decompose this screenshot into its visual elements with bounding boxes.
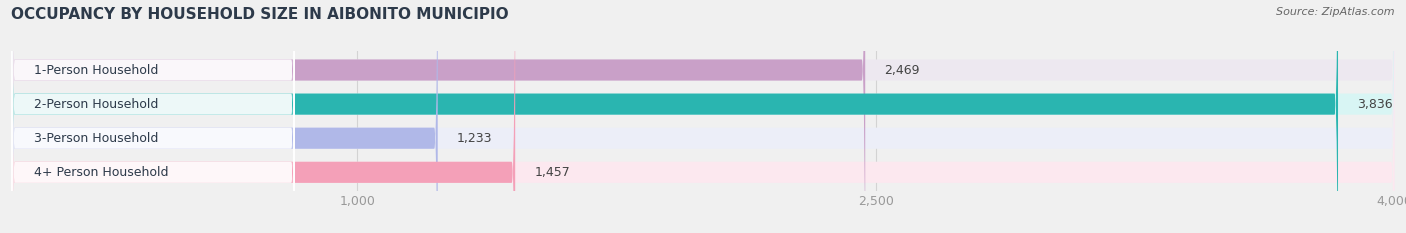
Text: 2-Person Household: 2-Person Household [34,98,159,111]
FancyBboxPatch shape [11,0,295,233]
FancyBboxPatch shape [11,0,295,233]
Text: Source: ZipAtlas.com: Source: ZipAtlas.com [1277,7,1395,17]
FancyBboxPatch shape [11,0,295,233]
Text: 1,457: 1,457 [534,166,569,179]
Text: 1-Person Household: 1-Person Household [34,64,159,76]
FancyBboxPatch shape [11,0,865,233]
FancyBboxPatch shape [11,0,295,233]
FancyBboxPatch shape [11,0,1395,233]
FancyBboxPatch shape [11,0,1395,233]
Text: 1,233: 1,233 [457,132,492,145]
FancyBboxPatch shape [11,0,1395,233]
FancyBboxPatch shape [11,0,515,233]
FancyBboxPatch shape [11,0,1395,233]
Text: 3,836: 3,836 [1357,98,1393,111]
Text: 4+ Person Household: 4+ Person Household [34,166,169,179]
FancyBboxPatch shape [11,0,437,233]
FancyBboxPatch shape [11,0,1339,233]
Text: 3-Person Household: 3-Person Household [34,132,159,145]
Text: 2,469: 2,469 [884,64,920,76]
Text: OCCUPANCY BY HOUSEHOLD SIZE IN AIBONITO MUNICIPIO: OCCUPANCY BY HOUSEHOLD SIZE IN AIBONITO … [11,7,509,22]
